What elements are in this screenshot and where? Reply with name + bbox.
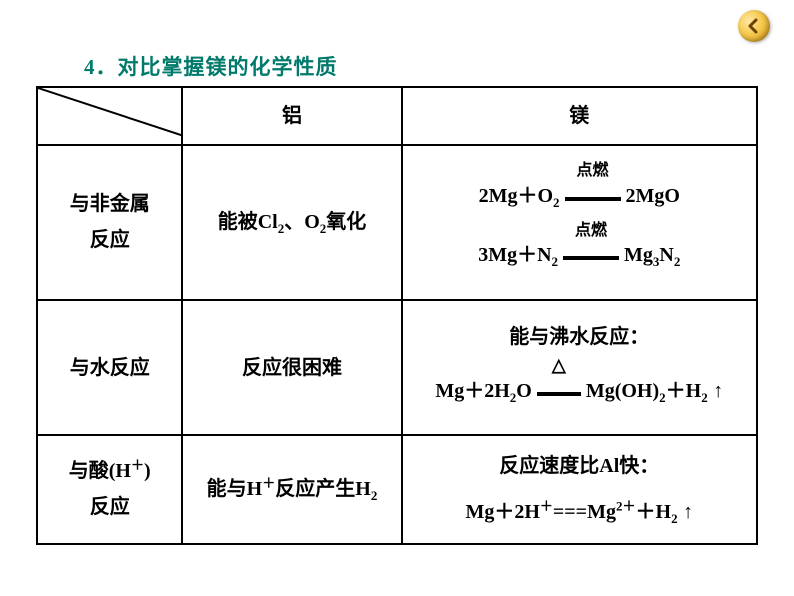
txt: 3Mg＋N (478, 244, 551, 266)
txt: 反应很困难 (242, 357, 342, 379)
txt: Mg(OH) (586, 380, 659, 402)
cell-al-water: 反应很困难 (182, 300, 401, 435)
reaction-arrow-icon: △ (537, 374, 581, 410)
txt: ＋H (666, 380, 702, 402)
comparison-table: 铝 镁 与非金属 反应 能被Cl2、O2氧化 2Mg＋O2 点燃 2MgO 3M… (36, 86, 758, 545)
sub: 2 (553, 195, 560, 210)
header-corner (37, 87, 182, 145)
gas-arrow-icon: ↑ (708, 380, 724, 402)
sub: 2 (552, 254, 559, 269)
txt: 能与沸水反应： (409, 319, 750, 355)
sub: 2 (371, 488, 378, 503)
table-row: 与酸(H＋) 反应 能与H＋反应产生H2 反应速度比Al快： Mg＋2H＋===… (37, 435, 757, 543)
reaction-arrow-icon: 点燃 (565, 179, 621, 215)
sup: ＋ (540, 499, 553, 514)
sup: ＋ (131, 458, 144, 473)
txt: 能与H (207, 478, 263, 500)
txt: O (304, 211, 320, 233)
table-row: 与非金属 反应 能被Cl2、O2氧化 2Mg＋O2 点燃 2MgO 3Mg＋N2… (37, 145, 757, 300)
page-title: 4．对比掌握镁的化学性质 (84, 51, 338, 81)
txt: N (659, 244, 673, 266)
txt: 、 (284, 211, 304, 233)
condition: 点燃 (577, 157, 609, 186)
txt: Mg (624, 244, 653, 266)
row-label-acid: 与酸(H＋) 反应 (37, 435, 182, 543)
txt: 反应 (44, 489, 175, 525)
row-label-line2: 反应 (44, 222, 175, 258)
cell-mg-nonmetal: 2Mg＋O2 点燃 2MgO 3Mg＋N2 点燃 Mg3N2 (402, 145, 757, 300)
txt: ) (144, 460, 151, 482)
cell-mg-acid: 反应速度比Al快： Mg＋2H＋===Mg2＋＋H2 ↑ (402, 435, 757, 543)
sub: 2 (674, 254, 681, 269)
row-label-line1: 与非金属 (44, 186, 175, 222)
txt: Mg (587, 501, 616, 523)
table-header-row: 铝 镁 (37, 87, 757, 145)
row-label-water: 与水反应 (37, 300, 182, 435)
txt: 2MgO (626, 185, 680, 207)
txt: 反应速度比Al快： (409, 448, 750, 484)
header-col-al: 铝 (182, 87, 401, 145)
triangle-icon: △ (552, 356, 566, 374)
sup: ＋ (262, 476, 275, 491)
back-icon[interactable] (738, 10, 770, 42)
txt: Cl (258, 211, 278, 233)
txt: 反应产生H (275, 478, 371, 500)
cell-al-nonmetal: 能被Cl2、O2氧化 (182, 145, 401, 300)
cell-mg-water: 能与沸水反应： Mg＋2H2O △ Mg(OH)2＋H2 ↑ (402, 300, 757, 435)
table-row: 与水反应 反应很困难 能与沸水反应： Mg＋2H2O △ Mg(OH)2＋H2 … (37, 300, 757, 435)
txt: 2Mg＋O (479, 185, 553, 207)
condition: 点燃 (575, 217, 607, 246)
txt: 与酸(H (69, 460, 131, 482)
sup: 2＋ (616, 499, 636, 514)
reaction-arrow-icon: 点燃 (563, 239, 619, 275)
row-label-nonmetal: 与非金属 反应 (37, 145, 182, 300)
gas-arrow-icon: ↑ (678, 501, 694, 523)
txt: O (516, 380, 532, 402)
cell-al-acid: 能与H＋反应产生H2 (182, 435, 401, 543)
txt: Mg＋2H (465, 501, 539, 523)
txt: 氧化 (326, 211, 366, 233)
txt: ＋H (636, 501, 672, 523)
header-col-mg: 镁 (402, 87, 757, 145)
txt: 能被 (218, 211, 258, 233)
txt: Mg＋2H (435, 380, 509, 402)
txt: === (553, 501, 587, 523)
